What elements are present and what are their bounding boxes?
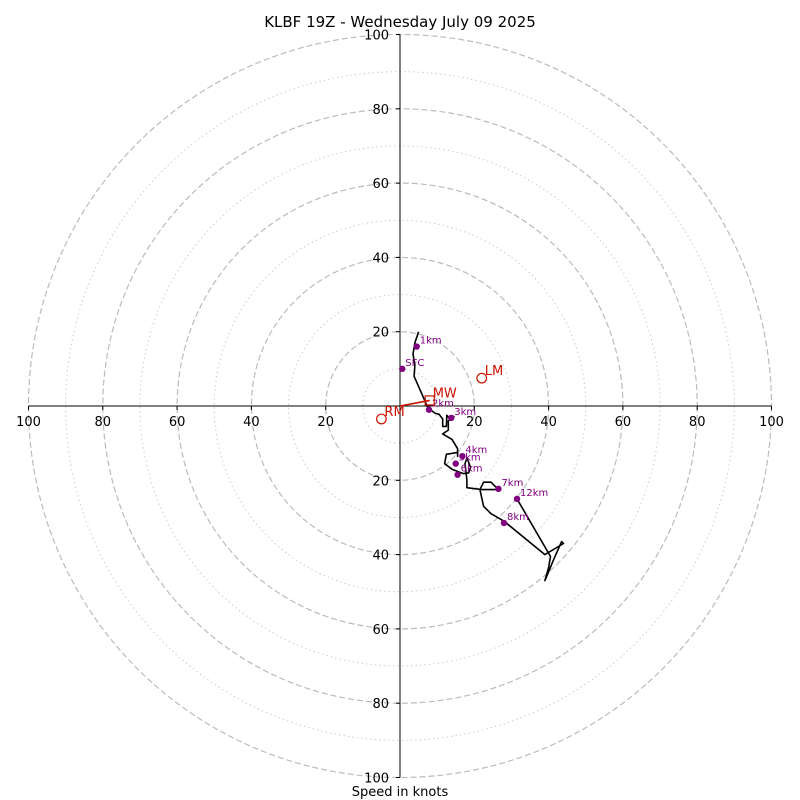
height-marker-point — [495, 485, 502, 493]
y-tick-label: 80 — [372, 697, 389, 712]
y-tick-label: 40 — [372, 251, 389, 266]
y-tick-label: 100 — [364, 772, 389, 787]
height-marker-label: 3km — [454, 407, 476, 418]
height-marker-point — [454, 471, 461, 478]
height-marker-label: 7km — [501, 478, 523, 489]
height-marker-label: 5km — [459, 453, 481, 464]
height-marker-point — [413, 343, 420, 350]
height-marker-point — [452, 460, 459, 467]
height-marker-label: SFC — [405, 358, 424, 369]
height-marker-point — [459, 452, 466, 460]
x-tick-label: 40 — [243, 415, 260, 430]
y-tick-label: 60 — [372, 623, 389, 638]
storm-motion-label: MW — [433, 386, 457, 401]
x-tick-label: 20 — [317, 415, 334, 430]
x-tick-label: 80 — [689, 415, 706, 430]
height-marker-label: 12km — [520, 488, 548, 499]
y-tick-label: 60 — [372, 177, 389, 192]
x-tick-label: 80 — [95, 415, 112, 430]
y-tick-label: 20 — [372, 326, 389, 341]
height-marker-label: 1km — [420, 336, 442, 347]
height-marker-label: 6km — [461, 464, 483, 475]
storm-motion-marker — [376, 413, 387, 425]
chart-title: KLBF 19Z - Wednesday July 09 2025 — [264, 13, 536, 31]
x-tick-label: 60 — [169, 415, 186, 430]
x-tick-label: 40 — [540, 415, 557, 430]
height-marker-point — [425, 406, 433, 413]
height-marker-point — [513, 495, 521, 503]
y-tick-label: 20 — [372, 474, 389, 489]
height-marker-point — [448, 414, 455, 422]
y-tick-label: 80 — [372, 103, 389, 118]
y-tick-label: 40 — [372, 549, 389, 564]
x-tick-label: 100 — [759, 415, 784, 430]
x-tick-label: 20 — [466, 415, 483, 430]
height-marker-point — [500, 519, 508, 527]
storm-motion-markers: MW LM RM — [376, 364, 503, 425]
x-tick-label: 60 — [615, 415, 632, 430]
y-tick-label: 100 — [364, 29, 389, 44]
height-marker-label: 4km — [465, 445, 487, 456]
x-axis-label: Speed in knots — [352, 785, 449, 800]
storm-motion-label: LM — [485, 364, 503, 379]
storm-motion-label: RM — [384, 405, 404, 420]
tick-labels: 100 80 60 40 20 20 40 60 80 100 100 80 60 40 20 20 40 60 8… — [16, 29, 784, 787]
height-marker-label: 8km — [507, 512, 529, 523]
x-tick-label: 100 — [16, 415, 41, 430]
height-marker-label: 2km — [432, 399, 454, 410]
height-marker-point — [399, 365, 406, 373]
storm-motion-marker — [424, 395, 435, 406]
storm-motion-marker — [476, 372, 488, 384]
